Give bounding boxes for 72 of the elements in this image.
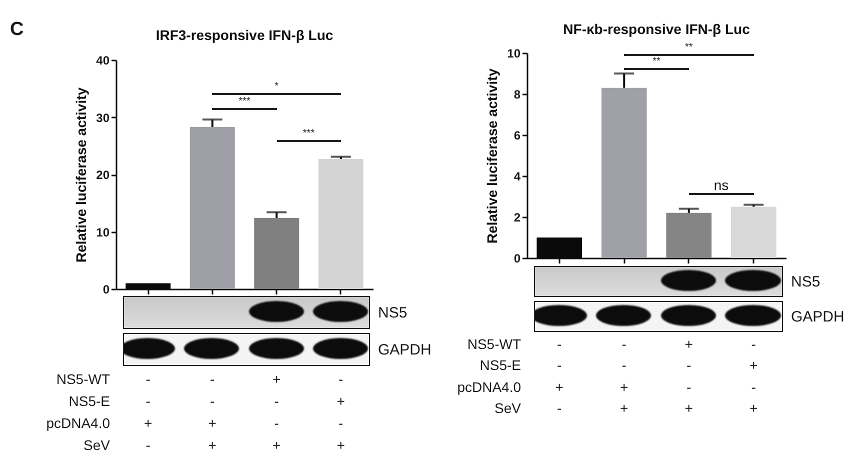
text: - [622, 336, 626, 352]
y-axis-title: Relative luciferase activity [484, 68, 500, 244]
y-tick-label: 2 [514, 210, 521, 224]
text: + [555, 378, 564, 395]
text: + [144, 415, 152, 431]
text: + [336, 393, 345, 409]
bar [601, 88, 647, 258]
y-tick-label: 10 [507, 46, 521, 60]
text: GAPDH [378, 341, 432, 358]
text: - [274, 393, 279, 409]
text: - [751, 336, 756, 352]
text: pcDNA4.0 [46, 415, 110, 431]
bar [254, 218, 300, 289]
y-tick-label: 10 [96, 225, 110, 240]
text: NS5-E [480, 357, 521, 374]
y-tick-label: 20 [96, 168, 110, 182]
text: NS5 [791, 273, 820, 290]
text: SeV [494, 400, 521, 416]
annotation: ** [652, 56, 660, 67]
text: + [750, 400, 758, 416]
text: - [557, 400, 562, 416]
annotation: *** [238, 96, 250, 107]
text: + [208, 415, 216, 431]
annotation: * [274, 81, 279, 92]
y-tick-label: 6 [514, 128, 521, 142]
text: - [210, 393, 215, 409]
chart-title: NF-κb-responsive IFN-β Luc [563, 21, 750, 37]
text: NS5-WT [56, 371, 110, 387]
bar [318, 159, 364, 289]
text: + [336, 437, 345, 453]
text: - [557, 336, 562, 352]
text: + [620, 378, 628, 395]
bar [190, 126, 235, 289]
text: - [146, 393, 150, 409]
text: + [684, 400, 693, 416]
text: + [620, 400, 628, 416]
text: GAPDH [791, 308, 844, 325]
text: + [272, 437, 281, 453]
text: - [146, 437, 150, 453]
annotation: *** [302, 128, 315, 139]
text: - [210, 371, 215, 387]
text: - [686, 378, 692, 395]
bar [730, 206, 776, 258]
text: + [272, 371, 281, 387]
y-tick-label: 40 [96, 54, 110, 68]
text: - [146, 371, 150, 387]
text: ** [684, 42, 693, 53]
bar [666, 212, 712, 258]
text: SeV [84, 437, 110, 453]
y-tick-label: 0 [514, 252, 521, 266]
annotation: ns [714, 177, 729, 193]
y-tick-label: 0 [102, 282, 110, 296]
text: - [686, 357, 692, 374]
text: NS5-WT [467, 336, 521, 352]
chart-title: IRF3-responsive IFN-β Luc [156, 27, 334, 43]
text: - [751, 378, 756, 395]
text: - [557, 357, 562, 374]
y-tick-label: 30 [96, 110, 110, 125]
text: + [208, 437, 216, 453]
text: - [338, 371, 344, 387]
text: NS5-E [68, 393, 110, 409]
text: C [10, 19, 24, 40]
y-tick-label: 8 [514, 88, 521, 102]
text: - [338, 415, 344, 431]
text: NS5 [378, 304, 408, 321]
text: - [622, 357, 626, 374]
y-axis-title: Relative luciferase activity [73, 87, 90, 263]
text: pcDNA4.0 [457, 378, 521, 395]
text: - [274, 415, 279, 431]
text: + [684, 336, 693, 352]
y-tick-label: 4 [514, 170, 521, 184]
text: + [750, 357, 758, 374]
